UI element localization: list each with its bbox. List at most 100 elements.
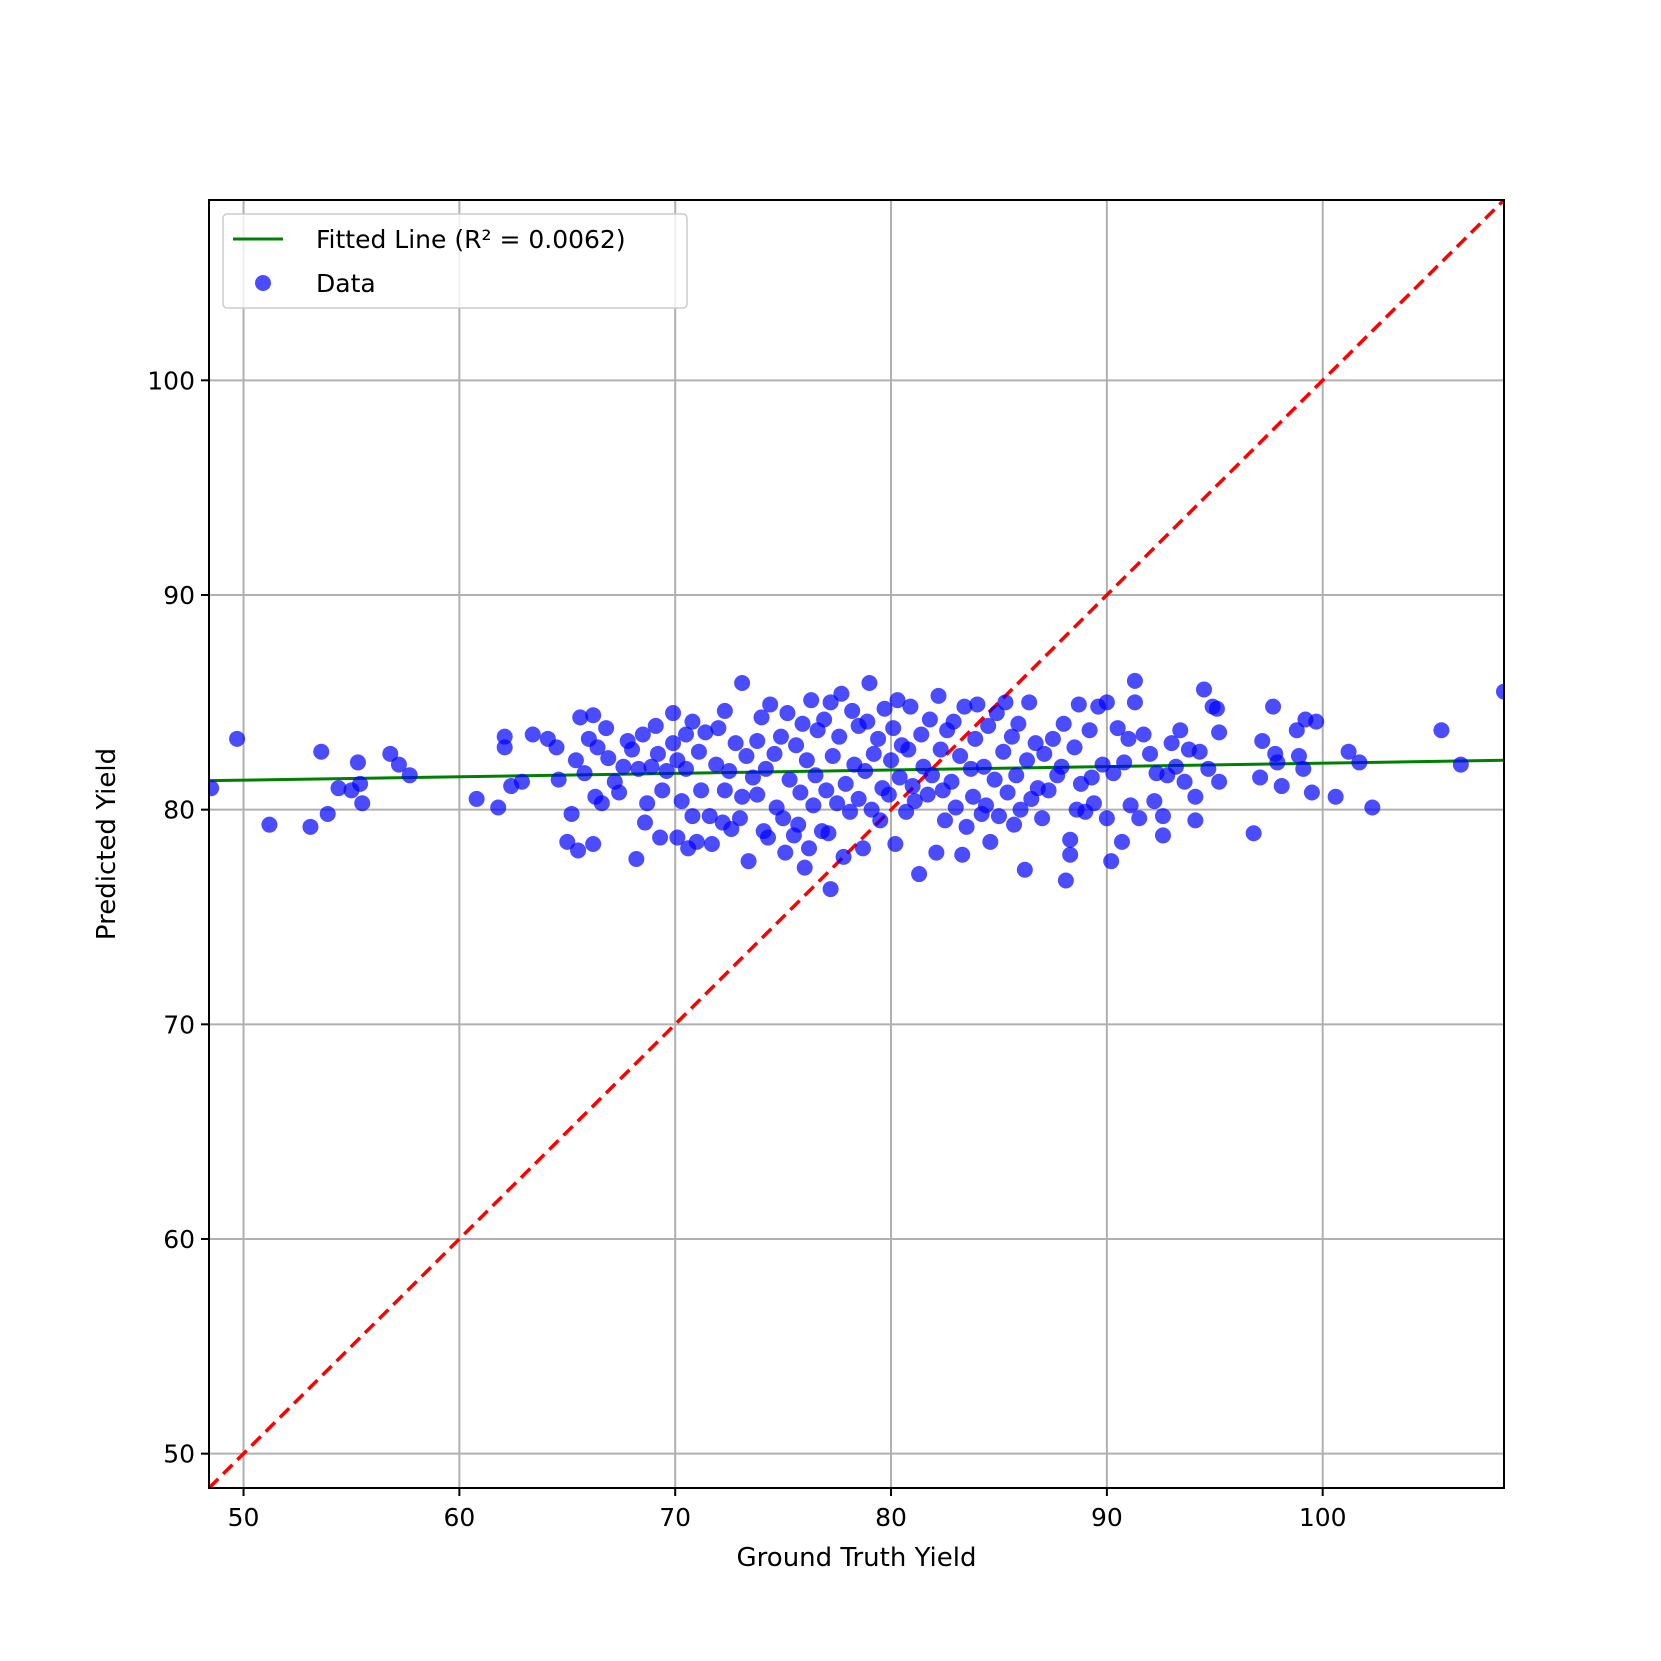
data-point: [563, 805, 580, 822]
legend-data-label: Data: [316, 269, 376, 298]
data-point: [762, 696, 779, 713]
data-point: [962, 760, 979, 777]
data-point: [1364, 799, 1381, 816]
data-point: [1252, 769, 1269, 786]
y-tick-label: 80: [163, 796, 195, 825]
data-point: [781, 771, 798, 788]
data-point: [669, 829, 686, 846]
data-point: [354, 795, 371, 812]
data-point: [1295, 760, 1312, 777]
data-point: [593, 795, 610, 812]
data-point: [906, 793, 923, 810]
data-point: [600, 750, 617, 767]
data-point: [703, 836, 720, 852]
data-point: [1120, 730, 1137, 747]
data-point: [302, 818, 319, 835]
data-point: [1351, 754, 1368, 771]
data-point: [1034, 810, 1051, 827]
data-point: [1116, 754, 1133, 771]
data-point: [952, 747, 969, 764]
data-point: [1062, 831, 1079, 848]
data-point: [1195, 681, 1212, 698]
data-point: [468, 790, 485, 807]
data-point: [1163, 735, 1180, 752]
data-point: [824, 747, 841, 764]
data-point: [1433, 722, 1450, 739]
legend-box: [222, 213, 688, 309]
data-point: [945, 713, 962, 730]
plot-frame: [208, 199, 1505, 1489]
data-point: [798, 752, 815, 769]
data-point: [1131, 810, 1148, 827]
data-point: [988, 705, 1005, 722]
data-point: [1265, 698, 1282, 715]
data-point: [1010, 715, 1027, 732]
data-point: [630, 760, 647, 777]
data-point: [880, 786, 897, 803]
data-point: [1200, 760, 1217, 777]
data-point: [313, 743, 330, 760]
y-tick-label: 90: [163, 581, 195, 610]
data-point: [1303, 784, 1320, 801]
data-point: [982, 833, 999, 850]
data-point: [673, 793, 690, 810]
data-point: [1496, 683, 1504, 700]
data-point: [611, 784, 628, 801]
data-point: [1167, 758, 1184, 775]
data-point: [999, 784, 1016, 801]
data-point: [792, 784, 809, 801]
x-axis-ticks: 50 60 70 80 90 100: [228, 1488, 1347, 1532]
data-point: [1006, 816, 1023, 833]
data-point: [805, 797, 822, 814]
data-point: [1211, 724, 1228, 741]
data-point: [1085, 795, 1102, 812]
data-point: [330, 780, 347, 797]
data-point: [965, 788, 982, 805]
data-point: [995, 743, 1012, 760]
data-point: [1269, 754, 1286, 771]
data-point: [975, 758, 992, 775]
data-point: [1208, 700, 1225, 717]
x-tick-label: 70: [659, 1503, 691, 1532]
data-point: [352, 775, 369, 792]
data-point: [887, 836, 904, 852]
data-point: [1012, 801, 1029, 818]
data-point: [1053, 758, 1070, 775]
data-point: [850, 790, 867, 807]
data-point: [936, 812, 953, 829]
data-point: [1098, 810, 1115, 827]
data-point: [349, 754, 366, 771]
data-point: [693, 782, 710, 799]
data-point: [844, 702, 861, 719]
data-point: [749, 732, 766, 749]
data-point: [859, 713, 876, 730]
data-point: [919, 786, 936, 803]
data-point: [865, 745, 882, 762]
data-point: [1008, 767, 1025, 784]
data-point: [969, 696, 986, 713]
data-point: [229, 730, 246, 747]
data-point: [822, 694, 839, 711]
data-point: [796, 859, 813, 876]
data-point: [1308, 713, 1325, 730]
data-point: [1103, 853, 1120, 870]
data-point: [1154, 808, 1171, 825]
data-point: [930, 687, 947, 704]
data-point: [958, 818, 975, 835]
data-point: [634, 726, 651, 743]
data-point: [636, 814, 653, 831]
data-point: [1113, 833, 1130, 850]
data-point: [932, 741, 949, 758]
data-points: [209, 672, 1504, 898]
legend-data-marker-swatch: [255, 275, 271, 291]
data-point: [997, 694, 1014, 711]
data-point: [801, 840, 818, 857]
data-point: [690, 743, 707, 760]
data-point: [615, 758, 632, 775]
data-point: [967, 730, 984, 747]
data-point: [665, 735, 682, 752]
data-point: [624, 741, 641, 758]
data-point: [209, 780, 220, 797]
data-point: [1036, 745, 1053, 762]
data-point: [567, 752, 584, 769]
